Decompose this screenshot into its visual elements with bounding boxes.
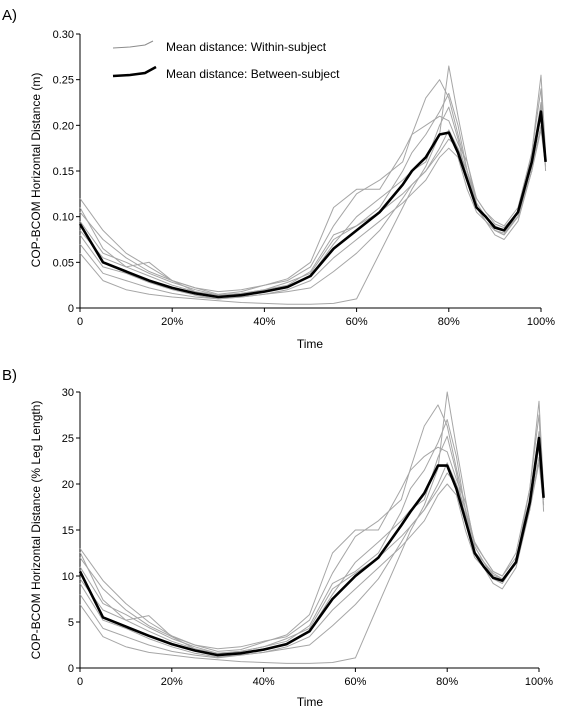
panel-b-y-tick-label: 10 (62, 571, 74, 583)
panel-a-series (78, 65, 547, 305)
panel-a-x-tick-label: 80% (438, 316, 460, 328)
legend-label-within: Mean distance: Within-subject (166, 40, 327, 54)
panel-b-y-tick-label: 0 (68, 663, 74, 675)
panel-a-x-tick-label: 60% (346, 316, 368, 328)
panel-a-x-tick-label: 0 (77, 316, 83, 328)
legend: Mean distance: Within-subject Mean dista… (112, 40, 340, 81)
panel-a-y-tick-label: 0.05 (53, 257, 74, 269)
panel-b-axes: 0 5 10 15 20 25 30 0 20% 40% 60% 80% 100% (62, 387, 554, 688)
panel-b-x-tick-label: 40% (253, 676, 275, 688)
legend-label-between: Mean distance: Between-subject (166, 67, 340, 81)
panel-a-ylabel: COP-BCOM Horizontal Distance (m) (29, 73, 43, 268)
panel-a-series-within-subject (79, 124, 547, 300)
panel-b-series-within-subject (79, 404, 545, 650)
panel-a-axes: 0 0.05 0.10 0.15 0.20 0.25 0.30 0 20% 40% 60% 80% 10… (53, 29, 556, 328)
panel-a-y-tick-label: 0.10 (53, 212, 74, 224)
panel-b-series (78, 391, 545, 664)
panel-b-y-tick-label: 15 (62, 525, 74, 537)
panel-b-series-within-subject (79, 446, 545, 659)
panel-a-series-within-subject (79, 115, 547, 300)
panel-a-x-tick-label: 20% (161, 316, 183, 328)
panel-a: A) COP-BCOM Horizontal Distance (m) Time… (2, 7, 555, 351)
panel-b-ylabel: COP-BCOM Horizontal Distance (% Leg Leng… (29, 401, 43, 660)
legend-item-within: Mean distance: Within-subject (112, 40, 327, 54)
panel-a-x-tick-label: 40% (253, 316, 275, 328)
panel-b-y-tick-label: 5 (68, 617, 74, 629)
panel-a-y-tick-label: 0.15 (53, 166, 74, 178)
panel-a-y-tick-label: 0 (68, 303, 74, 315)
panel-b-label: B) (2, 367, 17, 384)
panel-b-x-tick-label: 20% (161, 676, 183, 688)
panel-a-series-between-subject (78, 110, 547, 299)
panel-b-x-tick-label: 60% (344, 676, 366, 688)
panel-b-series-within-subject (79, 435, 545, 656)
legend-swatch-between (112, 65, 157, 78)
panel-b-xlabel: Time (297, 695, 324, 709)
panel-a-y-tick-label: 0.20 (53, 120, 74, 132)
panel-b-x-tick-label: 100% (525, 676, 553, 688)
panel-b-series-between-subject (78, 436, 545, 657)
panel-a-y-tick-label: 0.25 (53, 75, 74, 87)
panel-a-xlabel: Time (297, 337, 324, 351)
panel-a-y-tick-label: 0.30 (53, 29, 74, 41)
panel-b-x-tick-label: 0 (77, 676, 83, 688)
panel-b-y-tick-label: 20 (62, 479, 74, 491)
panel-a-series-within-subject (79, 106, 547, 298)
legend-swatch-within (112, 40, 154, 49)
panel-b-y-tick-label: 30 (62, 387, 74, 399)
panel-b-series-within-subject (79, 435, 545, 654)
legend-item-between: Mean distance: Between-subject (112, 65, 340, 81)
panel-a-series-within-subject (79, 79, 547, 293)
panel-a-x-tick-label: 100% (527, 316, 555, 328)
panel-b-series-within-subject (79, 391, 545, 664)
panel-b-y-tick-label: 25 (62, 433, 74, 445)
panel-a-label: A) (2, 7, 17, 24)
panel-b-x-tick-label: 80% (436, 676, 458, 688)
panel-b: B) COP-BCOM Horizontal Distance (% Leg L… (2, 367, 553, 709)
panel-a-series-within-subject (79, 106, 547, 296)
